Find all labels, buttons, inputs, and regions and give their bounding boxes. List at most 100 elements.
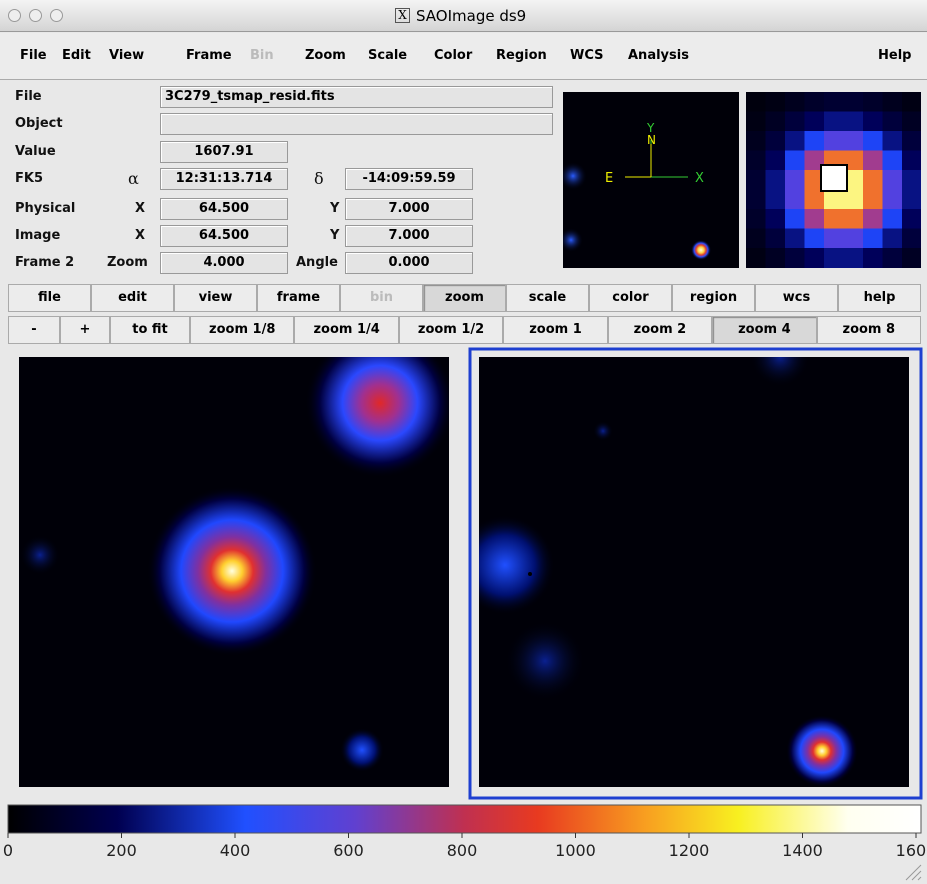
field-value: 1607.91 [160, 141, 288, 163]
colorbar-tick-label: 0 [3, 841, 13, 860]
button[interactable]: zoom [423, 284, 506, 312]
field-value: 0.000 [345, 252, 473, 274]
magnifier-pixel [785, 151, 805, 171]
menu-item[interactable]: Scale [368, 33, 407, 79]
field-symbol: Y [330, 198, 339, 220]
field-symbol: Angle [296, 252, 338, 274]
magnifier-pixel [883, 229, 903, 249]
menu-item[interactable]: Zoom [305, 33, 346, 79]
colorbar-tick-label: 200 [106, 841, 137, 860]
magnifier-pixel [766, 112, 786, 132]
button[interactable]: zoom 2 [608, 316, 712, 344]
magnifier-pixel [902, 170, 921, 190]
field-value: -14:09:59.59 [345, 168, 473, 190]
menu-item[interactable]: Help [878, 33, 911, 79]
magnifier-pixel [766, 229, 786, 249]
menu-item[interactable]: Edit [62, 33, 91, 79]
button[interactable]: - [8, 316, 60, 344]
title-bar: X SAOImage ds9 [0, 0, 927, 32]
button[interactable]: edit [91, 284, 174, 312]
magnifier-pixel [805, 112, 825, 132]
magnifier-pixel [902, 131, 921, 151]
magnifier-pixel [824, 190, 844, 210]
magnifier-pixel [863, 131, 883, 151]
menu-item[interactable]: Frame [186, 33, 232, 79]
magnifier-pixel [824, 131, 844, 151]
field-symbol: X [135, 225, 145, 247]
magnifier-pixel [844, 190, 864, 210]
button[interactable]: zoom 1/8 [190, 316, 294, 344]
magnifier-pixel [746, 131, 766, 151]
button[interactable]: frame [257, 284, 340, 312]
button: bin [340, 284, 423, 312]
button[interactable]: view [174, 284, 257, 312]
magnifier-pixel [785, 209, 805, 229]
magnifier-pixel [824, 248, 844, 268]
button[interactable]: scale [506, 284, 589, 312]
menu-item[interactable]: Region [496, 33, 547, 79]
button[interactable]: to fit [110, 316, 190, 344]
magnifier-pixel [766, 92, 786, 112]
magnifier-pixel [785, 248, 805, 268]
close-button[interactable] [8, 9, 21, 22]
magnifier-pixel [863, 248, 883, 268]
field-symbol: δ [314, 168, 324, 190]
magnifier-pixel [863, 229, 883, 249]
magnifier-pixel [824, 209, 844, 229]
menu-item: Bin [250, 33, 274, 79]
button[interactable]: region [672, 284, 755, 312]
colorbar-tick-label: 1000 [555, 841, 596, 860]
menu-item[interactable]: Color [434, 33, 472, 79]
magnifier-pixel [863, 170, 883, 190]
magnifier-pixel [863, 190, 883, 210]
menu-item[interactable]: WCS [570, 33, 603, 79]
field-value: 4.000 [160, 252, 288, 274]
zoom-button[interactable] [50, 9, 63, 22]
field-value: 64.500 [160, 198, 288, 220]
magnifier-pixel [883, 131, 903, 151]
button[interactable]: zoom 1 [503, 316, 607, 344]
button[interactable]: zoom 8 [817, 316, 921, 344]
field-symbol: Zoom [107, 252, 148, 274]
magnifier [746, 92, 921, 268]
magnifier-pixel [766, 209, 786, 229]
menu-item[interactable]: Analysis [628, 33, 689, 79]
menu-item[interactable]: File [20, 33, 47, 79]
magnifier-pixel [863, 209, 883, 229]
magnifier-cursor [821, 165, 847, 191]
magnifier-pixel [883, 112, 903, 132]
magnifier-pixel [844, 248, 864, 268]
field-symbol: X [135, 198, 145, 220]
magnifier-pixel [824, 112, 844, 132]
magnifier-pixel [746, 112, 766, 132]
minimize-button[interactable] [29, 9, 42, 22]
button[interactable]: color [589, 284, 672, 312]
magnifier-pixel [805, 131, 825, 151]
magnifier-pixel [785, 131, 805, 151]
magnifier-pixel [902, 209, 921, 229]
compass-label: E [605, 171, 613, 186]
source [786, 715, 858, 787]
button[interactable]: wcs [755, 284, 838, 312]
magnifier-pixel [902, 248, 921, 268]
button[interactable]: zoom 1/2 [399, 316, 503, 344]
button[interactable]: zoom 4 [712, 316, 816, 344]
button[interactable]: help [838, 284, 921, 312]
field-label: Image [15, 225, 60, 247]
magnifier-pixel [844, 209, 864, 229]
button[interactable]: zoom 1/4 [294, 316, 398, 344]
magnifier-pixel [766, 151, 786, 171]
field-value: 7.000 [345, 225, 473, 247]
magnifier-pixel [844, 131, 864, 151]
button[interactable]: file [8, 284, 91, 312]
button[interactable]: + [60, 316, 110, 344]
menu-item[interactable]: View [109, 33, 144, 79]
magnifier-pixel [746, 248, 766, 268]
magnifier-pixel [824, 229, 844, 249]
x11-icon: X [395, 8, 410, 23]
field-symbol: Y [330, 225, 339, 247]
magnifier-pixel [824, 92, 844, 112]
colorbar-tick-label: 1400 [782, 841, 823, 860]
magnifier-pixel [883, 92, 903, 112]
